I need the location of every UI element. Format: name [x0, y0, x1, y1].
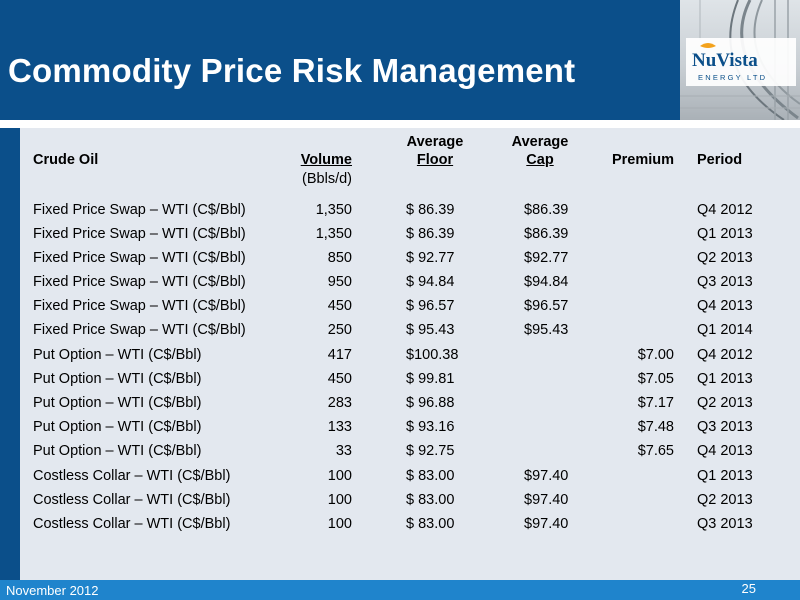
footer-bar: November 2012 25: [0, 580, 800, 600]
cell-product: Fixed Price Swap – WTI (C$/Bbl): [33, 202, 246, 218]
cell-period: Q2 2013: [697, 250, 753, 266]
side-accent-bar: [0, 128, 20, 580]
cell-floor: $ 95.43: [406, 322, 455, 338]
cell-cap: $97.40: [524, 516, 569, 532]
content-panel: [20, 128, 800, 580]
cell-cap: $86.39: [524, 202, 569, 218]
nuvista-logo: NuVista ENERGY LTD: [686, 38, 796, 86]
cell-product: Fixed Price Swap – WTI (C$/Bbl): [33, 298, 246, 314]
cell-period: Q4 2012: [697, 347, 753, 363]
cell-period: Q4 2013: [697, 298, 753, 314]
cell-product: Fixed Price Swap – WTI (C$/Bbl): [33, 250, 246, 266]
cell-period: Q2 2013: [697, 395, 753, 411]
cell-product: Costless Collar – WTI (C$/Bbl): [33, 516, 231, 532]
cell-product: Costless Collar – WTI (C$/Bbl): [33, 468, 231, 484]
cell-period: Q1 2013: [697, 371, 753, 387]
header-volume-unit: (Bbls/d): [302, 171, 352, 187]
cell-floor: $ 86.39: [406, 202, 455, 218]
cell-product: Put Option – WTI (C$/Bbl): [33, 371, 202, 387]
cell-floor: $ 92.77: [406, 250, 455, 266]
cell-volume: 133: [327, 419, 352, 435]
page-title: Commodity Price Risk Management: [8, 52, 576, 89]
cell-cap: $96.57: [524, 298, 569, 314]
cell-period: Q3 2013: [697, 419, 753, 435]
cell-volume: 850: [327, 250, 352, 266]
logo-name: NuVista: [692, 50, 758, 71]
cell-product: Costless Collar – WTI (C$/Bbl): [33, 492, 231, 508]
cell-volume: 33: [335, 443, 352, 459]
cell-period: Q3 2013: [697, 516, 753, 532]
cell-volume: 250: [327, 322, 352, 338]
cell-floor: $100.38: [406, 347, 459, 363]
cell-period: Q1 2013: [697, 226, 753, 242]
cell-period: Q1 2013: [697, 468, 753, 484]
cell-floor: $ 96.57: [406, 298, 455, 314]
cell-floor: $ 92.75: [406, 443, 455, 459]
cell-volume: 1,350: [315, 202, 352, 218]
cell-volume: 1,350: [315, 226, 352, 242]
cell-period: Q2 2013: [697, 492, 753, 508]
cell-cap: $97.40: [524, 492, 569, 508]
cell-floor: $ 83.00: [406, 516, 455, 532]
page-number: 25: [741, 581, 756, 596]
header-cap-average: Average: [511, 134, 569, 150]
cell-premium: $7.65: [637, 443, 674, 459]
cell-floor: $ 94.84: [406, 274, 455, 290]
cell-period: Q4 2012: [697, 202, 753, 218]
title-bar: Commodity Price Risk Management: [0, 0, 800, 120]
cell-cap: $95.43: [524, 322, 569, 338]
header-premium: Premium: [611, 152, 674, 168]
cell-floor: $ 83.00: [406, 468, 455, 484]
cell-floor: $ 93.16: [406, 419, 455, 435]
cell-volume: 950: [327, 274, 352, 290]
header-floor: Floor: [416, 152, 454, 168]
cell-premium: $7.17: [637, 395, 674, 411]
cell-period: Q3 2013: [697, 274, 753, 290]
cell-volume: 450: [327, 298, 352, 314]
cell-volume: 100: [327, 468, 352, 484]
cell-product: Fixed Price Swap – WTI (C$/Bbl): [33, 226, 246, 242]
cell-product: Fixed Price Swap – WTI (C$/Bbl): [33, 274, 246, 290]
header-cap: Cap: [526, 152, 554, 168]
cell-product: Put Option – WTI (C$/Bbl): [33, 443, 202, 459]
cell-volume: 100: [327, 516, 352, 532]
cell-period: Q4 2013: [697, 443, 753, 459]
cell-premium: $7.00: [637, 347, 674, 363]
cell-product: Fixed Price Swap – WTI (C$/Bbl): [33, 322, 246, 338]
cell-product: Put Option – WTI (C$/Bbl): [33, 347, 202, 363]
logo-subtitle: ENERGY LTD: [698, 73, 767, 82]
cell-cap: $97.40: [524, 468, 569, 484]
header-floor-average: Average: [406, 134, 464, 150]
footer-date: November 2012: [6, 583, 99, 598]
cell-floor: $ 83.00: [406, 492, 455, 508]
header-crude-oil: Crude Oil: [33, 152, 99, 168]
cell-cap: $94.84: [524, 274, 569, 290]
cell-product: Put Option – WTI (C$/Bbl): [33, 395, 202, 411]
cell-cap: $92.77: [524, 250, 569, 266]
cell-premium: $7.48: [637, 419, 674, 435]
header-volume: Volume: [300, 152, 352, 168]
cell-product: Put Option – WTI (C$/Bbl): [33, 419, 202, 435]
cell-floor: $ 86.39: [406, 226, 455, 242]
cell-cap: $86.39: [524, 226, 569, 242]
cell-floor: $ 99.81: [406, 371, 455, 387]
cell-premium: $7.05: [637, 371, 674, 387]
cell-period: Q1 2014: [697, 322, 753, 338]
cell-volume: 417: [327, 347, 352, 363]
header-period: Period: [697, 152, 743, 168]
cell-volume: 283: [327, 395, 352, 411]
cell-volume: 450: [327, 371, 352, 387]
cell-floor: $ 96.88: [406, 395, 455, 411]
cell-volume: 100: [327, 492, 352, 508]
